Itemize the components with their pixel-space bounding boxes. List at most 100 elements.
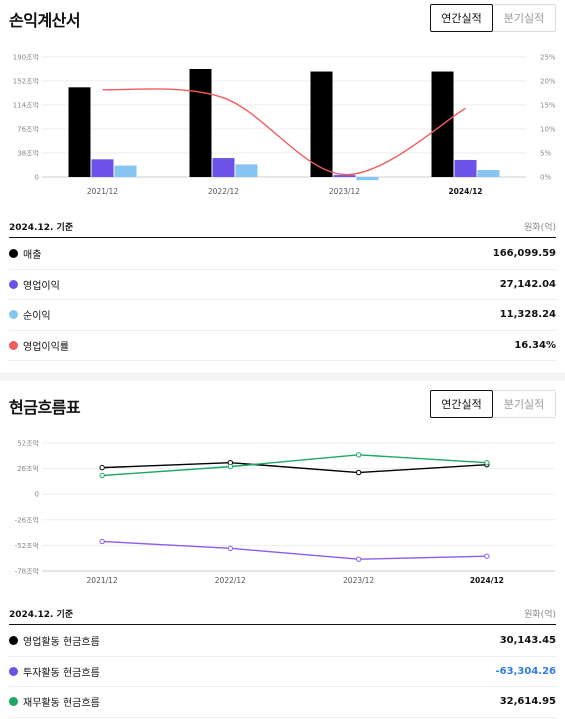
- x-tick-label: 2023/12: [343, 576, 374, 585]
- tick-label: -78조억: [15, 568, 39, 576]
- income-statement-title: 손익계산서: [9, 11, 81, 30]
- cashflow-section: 현금흐름표 연간실적 분기실적 52조억 26조억 0 -26조억 -52조억 -78조억…: [0, 381, 565, 719]
- series-point-2-0: [99, 472, 105, 479]
- income-row-label: 영업이익률: [23, 341, 69, 353]
- bar-2-1: [235, 164, 258, 177]
- operating-margin-dot-icon: [9, 340, 18, 350]
- cashflow-row-value: 32,614.95: [499, 696, 556, 708]
- tick-label: 0: [35, 491, 39, 499]
- cashflow-unit: 원화(억): [524, 610, 556, 620]
- bar-1-2: [333, 175, 356, 177]
- right-tick-label: 20%: [540, 78, 556, 86]
- tick-label: 52조억: [17, 440, 39, 448]
- income-basis-row: 2024.12. 기준 원화(억): [9, 216, 556, 238]
- x-tick-label: 2022/12: [208, 187, 239, 196]
- x-tick-label: 2024/12: [448, 187, 482, 196]
- bar-0-2: [310, 71, 333, 177]
- cashflow-basis-date: 2024.12. 기준: [9, 610, 74, 620]
- income-row-label: 영업이익: [23, 280, 60, 292]
- income-row-operating-margin: 영업이익률 16.34%: [9, 331, 556, 361]
- series-line-2: [102, 454, 487, 477]
- series-point-1-2: [355, 556, 362, 562]
- operating-profit-dot-icon: [9, 279, 18, 289]
- tick-label: -26조억: [15, 516, 39, 524]
- income-row-value: 11,328.24: [499, 309, 556, 321]
- bar-1-1: [212, 158, 235, 177]
- left-tick-label: 0: [35, 174, 39, 182]
- bar-1-3: [454, 159, 477, 177]
- net-income-dot-icon: [9, 310, 18, 320]
- cashflow-quarterly-tab[interactable]: 분기실적: [493, 390, 556, 418]
- cashflow-annual-tab[interactable]: 연간실적: [430, 390, 493, 418]
- series-point-2-1: [227, 463, 234, 470]
- income-annual-tab[interactable]: 연간실적: [430, 4, 493, 32]
- income-row-operating-profit: 영업이익 27,142.04: [9, 270, 556, 300]
- income-row-net-income: 순이익 11,328.24: [9, 300, 556, 331]
- cashflow-title: 현금흐름표: [9, 398, 81, 417]
- cashflow-row-operating: 영업활동 현금흐름 30,143.45: [9, 626, 556, 657]
- operating-margin-line: [102, 88, 466, 176]
- cashflow-row-investing: 투자활동 현금흐름 -63,304.26: [9, 657, 556, 687]
- right-tick-label: 5%: [540, 150, 551, 158]
- operating-cf-dot-icon: [9, 636, 18, 646]
- bar-2-2: [356, 177, 379, 181]
- cashflow-row-financing: 재무활동 현금흐름 32,614.95: [9, 687, 556, 718]
- series-point-0-0: [99, 464, 105, 471]
- bar-1-0: [91, 159, 114, 177]
- bar-2-3: [477, 170, 500, 177]
- income-row-label: 순이익: [23, 311, 51, 323]
- cashflow-row-label: 재무활동 현금흐름: [23, 698, 100, 710]
- series-line-0: [102, 461, 487, 474]
- income-rows: 매출 166,099.59 영업이익 27,142.04 순이익 11,328.…: [9, 239, 556, 361]
- left-tick-label: 76조억: [17, 126, 39, 134]
- bar-2-0: [114, 165, 137, 177]
- cashflow-period-toggle: 연간실적 분기실적: [430, 390, 556, 418]
- cashflow-row-label: 투자활동 현금흐름: [23, 667, 100, 679]
- x-tick-label: 2021/12: [87, 576, 118, 585]
- cashflow-row-value: 30,143.45: [499, 635, 556, 647]
- income-quarterly-tab[interactable]: 분기실적: [493, 4, 556, 32]
- right-tick-label: 0%: [540, 174, 551, 182]
- revenue-dot-icon: [9, 249, 18, 259]
- investing-cf-dot-icon: [9, 666, 18, 676]
- income-basis-date: 2024.12. 기준: [9, 223, 74, 233]
- bar-0-1: [189, 69, 212, 177]
- x-tick-label: 2024/12: [470, 576, 504, 585]
- income-row-label: 매출: [23, 250, 42, 262]
- income-row-revenue: 매출 166,099.59: [9, 239, 556, 270]
- x-tick-label: 2023/12: [329, 187, 360, 196]
- bar-0-0: [68, 87, 91, 177]
- series-point-2-3: [484, 459, 490, 466]
- left-tick-label: 114조억: [13, 102, 39, 110]
- income-row-value: 16.34%: [514, 339, 556, 351]
- income-unit: 원화(억): [524, 223, 556, 233]
- section-divider: [0, 373, 565, 381]
- left-tick-label: 38조억: [17, 150, 39, 158]
- cashflow-basis-row: 2024.12. 기준 원화(억): [9, 603, 556, 625]
- series-point-1-3: [484, 553, 490, 559]
- right-tick-label: 10%: [540, 126, 556, 134]
- series-point-2-2: [355, 452, 362, 458]
- financing-cf-dot-icon: [9, 697, 18, 707]
- tick-label: 26조억: [17, 465, 39, 473]
- left-tick-label: 190조억: [13, 54, 39, 62]
- income-statement-section: 손익계산서 연간실적 분기실적 190조억 25% 152조억 20% 114조억 15%…: [9, 4, 556, 361]
- income-period-toggle: 연간실적 분기실적: [430, 4, 556, 32]
- income-chart: 190조억 25% 152조억 20% 114조억 15% 76조억 10% 38조억 5% 0 0%…: [13, 54, 556, 197]
- tick-label: -52조억: [15, 542, 39, 550]
- right-tick-label: 15%: [540, 102, 556, 110]
- series-point-0-2: [355, 469, 362, 476]
- cashflow-rows: 영업활동 현금흐름 30,143.45 투자활동 현금흐름 -63,304.26…: [9, 626, 556, 718]
- right-tick-label: 25%: [540, 54, 556, 62]
- cashflow-row-label: 영업활동 현금흐름: [23, 637, 100, 649]
- income-row-value: 166,099.59: [492, 248, 556, 260]
- x-tick-label: 2022/12: [215, 576, 246, 585]
- cashflow-row-value: -63,304.26: [495, 665, 556, 677]
- series-point-1-1: [227, 545, 234, 552]
- left-tick-label: 152조억: [13, 78, 39, 86]
- income-row-value: 27,142.04: [499, 278, 556, 290]
- x-tick-label: 2021/12: [87, 187, 118, 196]
- series-line-1: [102, 540, 487, 560]
- cashflow-chart: 52조억 26조억 0 -26조억 -52조억 -78조억 2021/12 2022/12 20…: [15, 440, 555, 585]
- series-point-1-0: [99, 538, 105, 545]
